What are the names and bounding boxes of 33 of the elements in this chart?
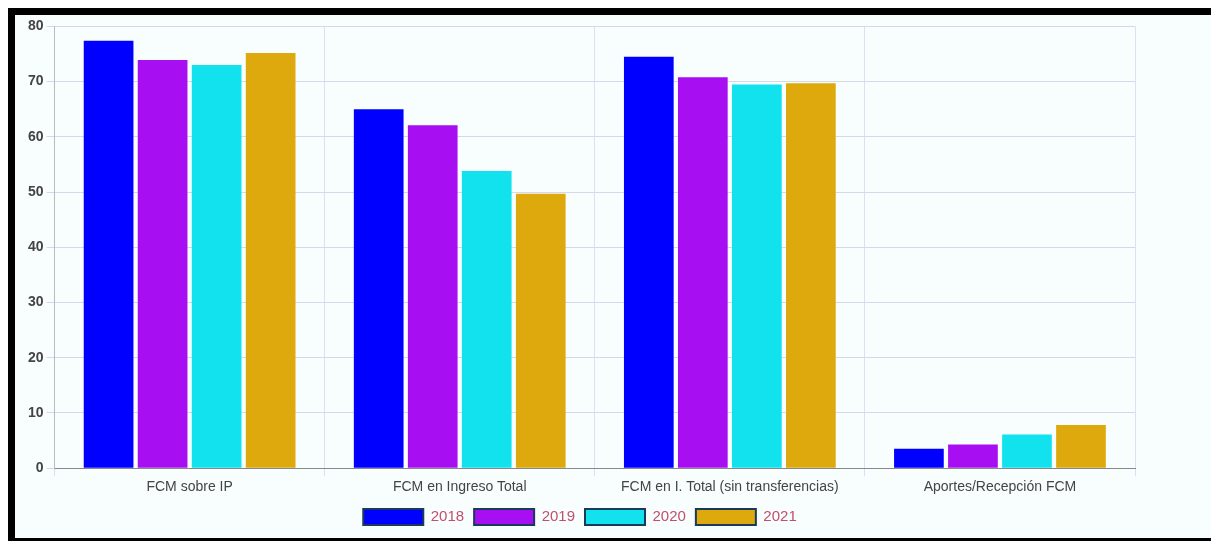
bar (948, 444, 998, 468)
bar (461, 171, 512, 468)
x-tick-label: FCM sobre IP (146, 478, 233, 495)
bar (407, 125, 458, 468)
bar (137, 60, 188, 468)
legend-label: 2019 (541, 507, 576, 525)
x-tick-label: Aportes/Recepción FCM (923, 478, 1077, 495)
bar (786, 83, 836, 468)
x-tick-label: FCM en I. Total (sin transferencias) (621, 478, 839, 495)
y-tick-label: 0 (35, 459, 44, 476)
bar (623, 56, 674, 468)
y-tick-label: 70 (27, 72, 44, 89)
y-tick-label: 50 (27, 182, 44, 199)
y-tick-label: 20 (27, 348, 44, 365)
y-tick-label: 60 (27, 127, 44, 144)
bar (1002, 434, 1052, 468)
legend-label: 2021 (763, 507, 797, 525)
bar (732, 84, 782, 468)
bar (245, 52, 296, 468)
bar (1056, 425, 1106, 468)
y-tick-label: 80 (27, 17, 44, 34)
y-tick-label: 40 (27, 238, 44, 255)
legend-label: 2020 (652, 507, 686, 525)
y-tick-label: 10 (27, 403, 44, 420)
bar (353, 109, 404, 468)
bar (515, 193, 566, 468)
x-tick-label: FCM en Ingreso Total (392, 478, 527, 495)
bar (83, 40, 134, 468)
legend-label: 2018 (430, 507, 465, 525)
bar (894, 448, 944, 468)
y-tick-label: 30 (27, 293, 44, 310)
bar (677, 77, 728, 468)
bar (191, 65, 242, 468)
